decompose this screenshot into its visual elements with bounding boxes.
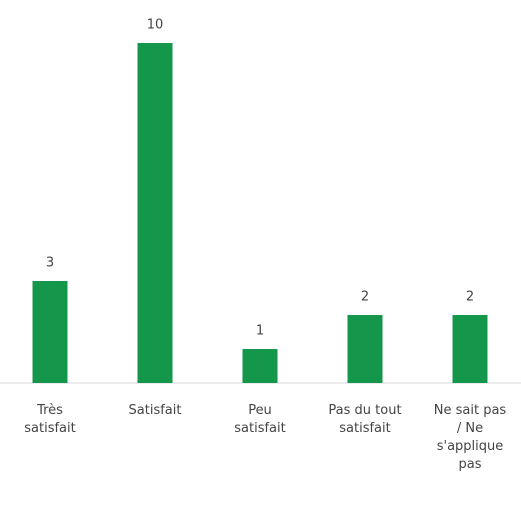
x-tick-label: Satisfait — [128, 403, 182, 418]
data-label: 2 — [466, 290, 474, 305]
data-label: 3 — [46, 256, 54, 271]
data-label: 10 — [147, 18, 164, 33]
data-label: 1 — [256, 324, 264, 339]
x-tick-label: Pas du tout satisfait — [328, 403, 402, 436]
bar — [137, 43, 173, 383]
x-tick-label: Très satisfait — [24, 403, 76, 436]
x-tick-label: Peu satisfait — [234, 403, 286, 436]
data-label: 2 — [361, 290, 369, 305]
x-tick-label: Ne sait pas / Ne s'applique pas — [433, 403, 507, 472]
bar — [347, 315, 383, 383]
bar — [242, 349, 278, 383]
bar — [32, 281, 68, 383]
bar — [452, 315, 488, 383]
